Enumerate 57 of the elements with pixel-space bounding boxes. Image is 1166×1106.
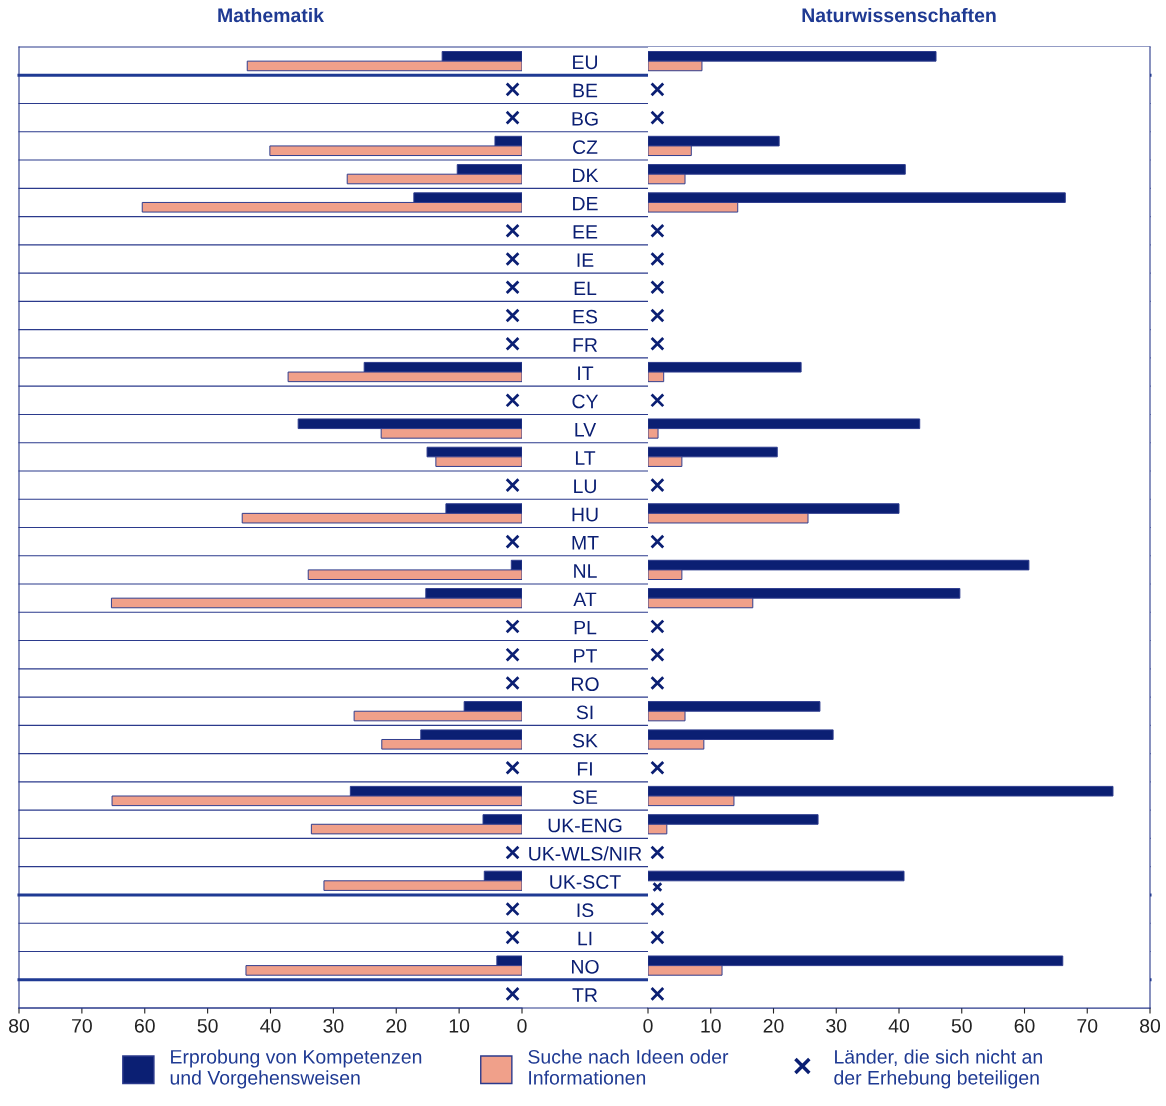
x-tick-label: 60 — [1014, 1018, 1035, 1033]
chart-title: Mathematik — [218, 7, 325, 23]
legend-label: Suche nach Ideen oder Informationen — [528, 1049, 729, 1085]
x-tick-label: 10 — [449, 1018, 470, 1033]
y-tick-label: IE — [577, 253, 594, 267]
x-tick-label: 40 — [888, 1018, 910, 1033]
x-tick-label: 0 — [517, 1018, 527, 1033]
y-tick-label: BE — [573, 83, 598, 98]
y-tick-label: UK-ENG — [548, 818, 622, 833]
chart-title: Naturwissenschaften — [802, 7, 996, 23]
y-tick-label: EL — [574, 281, 597, 296]
y-tick-label: EU — [573, 55, 597, 70]
y-tick-label: LI — [578, 931, 592, 946]
y-tick-label: NL — [574, 564, 597, 578]
x-tick-label: 30 — [323, 1018, 344, 1033]
y-tick-label: LV — [575, 423, 597, 437]
y-tick-label: LU — [574, 479, 596, 494]
y-tick-label: IT — [578, 366, 594, 380]
y-tick-label: EE — [573, 225, 598, 239]
x-tick-label: 70 — [72, 1018, 92, 1033]
y-tick-label: ES — [573, 309, 598, 324]
x-tick-label: 80 — [1140, 1018, 1161, 1033]
x-tick-label: 0 — [643, 1018, 653, 1033]
x-tick-label: 50 — [197, 1018, 218, 1033]
y-tick-label: NO — [572, 959, 599, 974]
x-tick-label: 50 — [951, 1018, 972, 1033]
y-tick-label: HU — [572, 507, 598, 522]
y-tick-label: SI — [576, 705, 593, 720]
y-tick-label: CZ — [573, 140, 598, 154]
x-tick-label: 80 — [9, 1018, 30, 1033]
y-tick-label: IS — [577, 903, 594, 918]
legend-label: Länder, die sich nicht an der Erhebung beteiligen — [834, 1049, 1042, 1089]
x-tick-label: 40 — [260, 1018, 281, 1033]
y-tick-label: PL — [574, 620, 597, 635]
y-tick-label: SK — [572, 733, 598, 748]
x-tick-label: 30 — [826, 1018, 847, 1033]
legend-label: Erprobung von Kompetenzen und Vorgehensweisen — [170, 1049, 422, 1089]
y-tick-label: DE — [573, 196, 598, 211]
x-tick-label: 20 — [386, 1018, 407, 1033]
y-tick-label: MT — [572, 536, 599, 550]
y-tick-label: TR — [572, 988, 598, 1002]
y-tick-label: BG — [572, 111, 598, 126]
y-tick-label: AT — [573, 592, 597, 607]
y-tick-label: CY — [572, 394, 599, 409]
y-tick-label: SE — [572, 790, 598, 805]
y-tick-label: UK-SCT — [550, 875, 621, 889]
x-tick-label: 10 — [701, 1018, 721, 1033]
y-tick-label: LT — [575, 451, 596, 465]
x-tick-label: 60 — [134, 1018, 155, 1033]
y-tick-label: PT — [574, 649, 597, 663]
y-tick-label: FI — [577, 762, 592, 776]
y-tick-label: FR — [573, 338, 598, 352]
x-tick-label: 20 — [763, 1018, 784, 1033]
y-tick-label: UK-WLS/NIR — [529, 846, 642, 861]
y-tick-label: RO — [572, 677, 599, 691]
y-tick-label: DK — [573, 168, 599, 183]
x-tick-label: 70 — [1077, 1018, 1098, 1033]
